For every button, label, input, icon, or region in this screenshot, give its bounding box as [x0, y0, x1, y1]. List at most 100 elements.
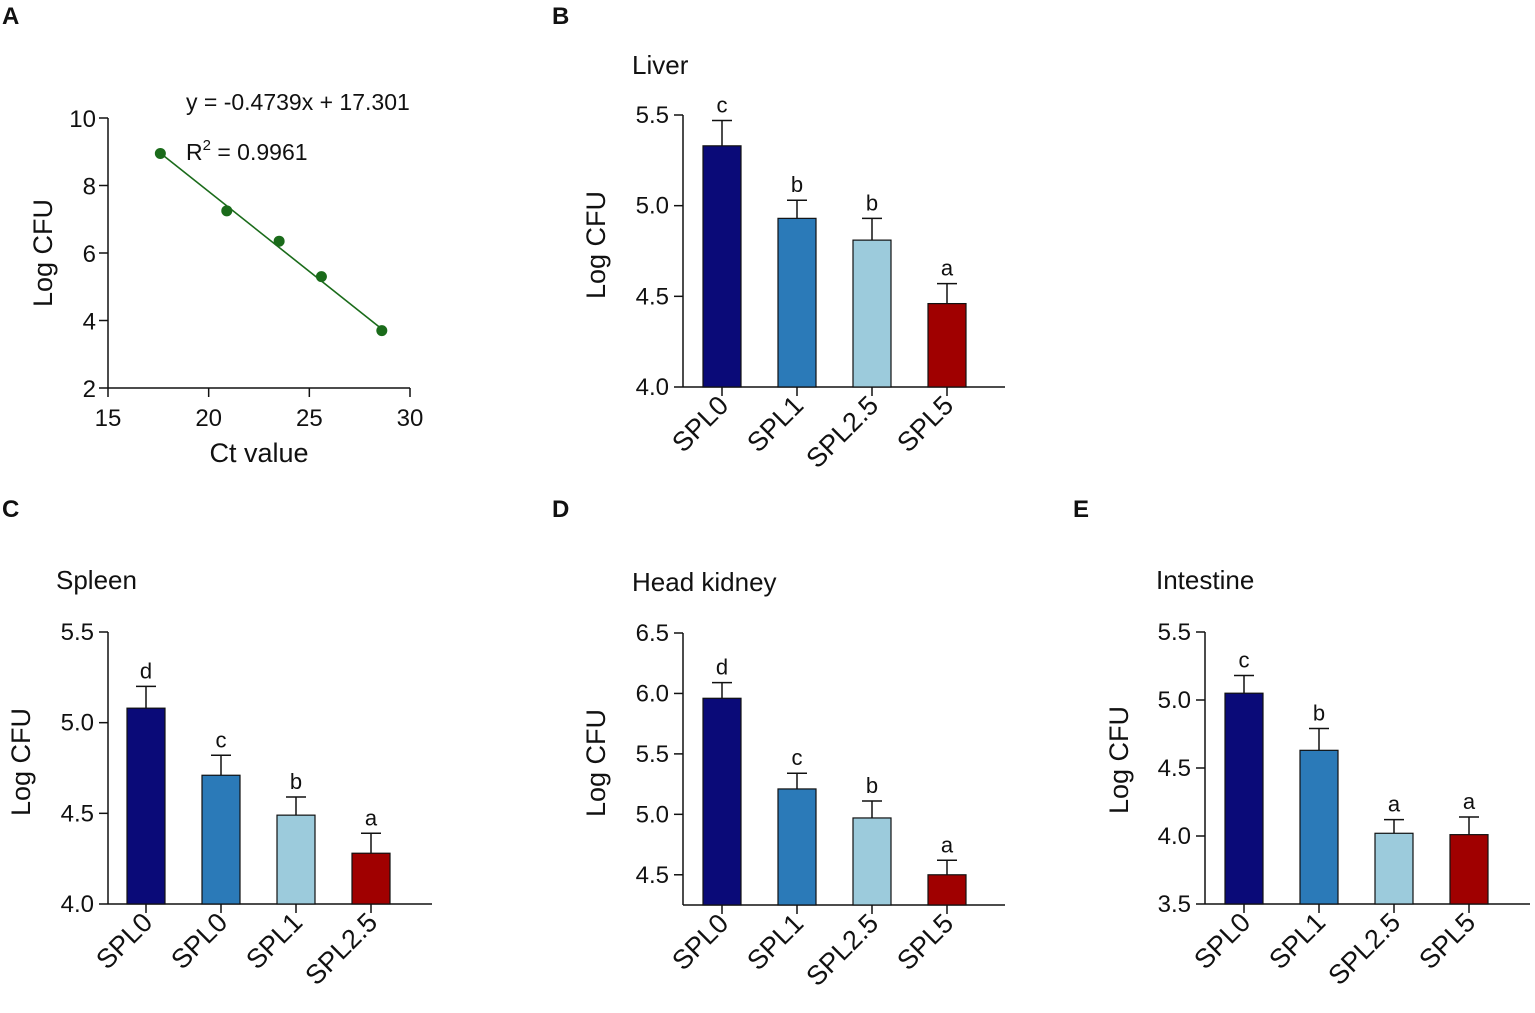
chart-title: Intestine — [1156, 565, 1254, 595]
x-tick-label: SPL5 — [1413, 907, 1481, 975]
panel-letter-a: A — [2, 3, 19, 30]
y-tick-label: 5.5 — [61, 619, 94, 646]
y-tick-label: 6.5 — [636, 620, 669, 647]
chart-title: Head kidney — [632, 567, 777, 597]
panel-letter-e: E — [1073, 496, 1089, 523]
bar-spl2-5 — [351, 852, 391, 905]
significance-label: a — [365, 805, 378, 830]
significance-label: b — [290, 769, 302, 794]
chart-e: Intestine 3.5 4.0 4.5 5.0 5.5 Log CFU c SPL0 b SPL… — [1104, 565, 1530, 991]
bar-spl5 — [927, 874, 967, 906]
equation-label: y = -0.4739x + 17.301 — [186, 89, 410, 115]
significance-label: a — [1388, 792, 1401, 817]
significance-label: a — [941, 256, 954, 281]
x-tick-label: SPL0 — [666, 908, 734, 976]
significance-label: c — [717, 92, 728, 117]
significance-label: b — [866, 190, 878, 215]
bar-spl5 — [1449, 834, 1489, 905]
y-tick-label: 2 — [83, 376, 96, 403]
panel-letter-d: D — [552, 496, 569, 523]
x-tick-label: SPL0 — [165, 907, 233, 975]
x-tick-label: 25 — [296, 405, 323, 432]
x-tick-label: SPL2.5 — [800, 390, 884, 474]
bar-spl1 — [276, 814, 316, 905]
y-tick-label: 6.0 — [636, 680, 669, 707]
data-point — [273, 235, 285, 247]
x-tick-label: SPL5 — [891, 908, 959, 976]
x-tick-label: SPL1 — [741, 390, 809, 458]
y-tick-label: 4.0 — [61, 891, 94, 918]
chart-a: 2 4 6 8 10 15 20 25 30 Ct value Log CFU y = -0.4739… — [28, 89, 423, 468]
x-tick-label: 20 — [195, 405, 222, 432]
bar-spl2-5 — [1374, 832, 1414, 905]
y-axis-label: Log CFU — [581, 709, 611, 817]
significance-label: c — [1239, 648, 1250, 673]
y-tick-label: 5.5 — [1158, 619, 1191, 646]
y-tick-label: 4.0 — [636, 374, 669, 401]
x-axis-label: Ct value — [209, 438, 308, 468]
bar-spl0 — [126, 707, 166, 905]
significance-label: a — [941, 832, 954, 857]
bar-spl0 — [702, 145, 742, 388]
y-tick-label: 5.0 — [636, 193, 669, 220]
y-axis-label: Log CFU — [1104, 706, 1134, 814]
significance-label: b — [1313, 701, 1325, 726]
y-tick-label: 5.0 — [61, 710, 94, 737]
bar-spl1 — [1299, 749, 1339, 905]
bar-spl1 — [777, 788, 817, 906]
y-tick-label: 5.0 — [636, 801, 669, 828]
y-tick-label: 8 — [83, 174, 96, 201]
significance-label: b — [866, 773, 878, 798]
y-axis-label: Log CFU — [28, 199, 58, 307]
y-tick-label: 4.5 — [636, 862, 669, 889]
y-tick-label: 10 — [69, 106, 96, 133]
x-tick-label: 30 — [397, 405, 424, 432]
x-tick-label: SPL2.5 — [299, 907, 383, 991]
y-tick-label: 4.0 — [1158, 823, 1191, 850]
y-tick-label: 4.5 — [61, 800, 94, 827]
panel-letter-c: C — [2, 496, 19, 523]
chart-title: Spleen — [56, 565, 137, 595]
x-tick-label: SPL1 — [1263, 907, 1331, 975]
chart-d: Head kidney 4.5 5.0 5.5 6.0 6.5 Log CFU d SPL0 c S… — [581, 567, 1005, 992]
bar-spl2-5 — [852, 817, 892, 906]
x-tick-label: SPL2.5 — [800, 908, 884, 992]
r-squared-label: R2 = 0.9961 — [186, 137, 308, 165]
y-axis-label: Log CFU — [581, 191, 611, 299]
panel-letter-b: B — [552, 3, 569, 30]
significance-label: c — [792, 745, 803, 770]
data-point — [376, 325, 388, 337]
x-tick-label: SPL2.5 — [1322, 907, 1406, 991]
bar-spl0 — [702, 697, 742, 906]
y-tick-label: 3.5 — [1158, 891, 1191, 918]
chart-title: Liver — [632, 50, 689, 80]
y-tick-label: 6 — [83, 241, 96, 268]
x-tick-label: SPL0 — [1188, 907, 1256, 975]
significance-label: d — [716, 655, 728, 680]
y-tick-label: 4 — [83, 309, 96, 336]
y-tick-label: 5.5 — [636, 102, 669, 129]
y-tick-label: 4.5 — [636, 283, 669, 310]
x-tick-label: 15 — [95, 405, 122, 432]
bar-spl1 — [777, 217, 817, 388]
bar-spl0 — [1224, 692, 1264, 905]
x-tick-label: SPL0 — [90, 907, 158, 975]
chart-b: Liver 4.0 4.5 5.0 5.5 Log CFU c SPL0 b SPL1 b SPL2.… — [581, 50, 1005, 474]
bar-spl2-5 — [852, 239, 892, 388]
x-tick-label: SPL1 — [240, 907, 308, 975]
data-point — [154, 147, 166, 159]
y-tick-label: 4.5 — [1158, 755, 1191, 782]
bar-spl5 — [927, 302, 967, 388]
significance-label: b — [791, 172, 803, 197]
data-point — [221, 205, 233, 217]
chart-c: Spleen 4.0 4.5 5.0 5.5 Log CFU d SPL0 c SPL0 b SPL1… — [6, 565, 432, 991]
bar-spl0 — [201, 774, 241, 905]
significance-label: a — [1463, 789, 1476, 814]
data-point — [315, 271, 327, 283]
significance-label: c — [216, 727, 227, 752]
trendline — [159, 152, 383, 330]
significance-label: d — [140, 658, 152, 683]
y-tick-label: 5.0 — [1158, 687, 1191, 714]
y-tick-label: 5.5 — [636, 741, 669, 768]
